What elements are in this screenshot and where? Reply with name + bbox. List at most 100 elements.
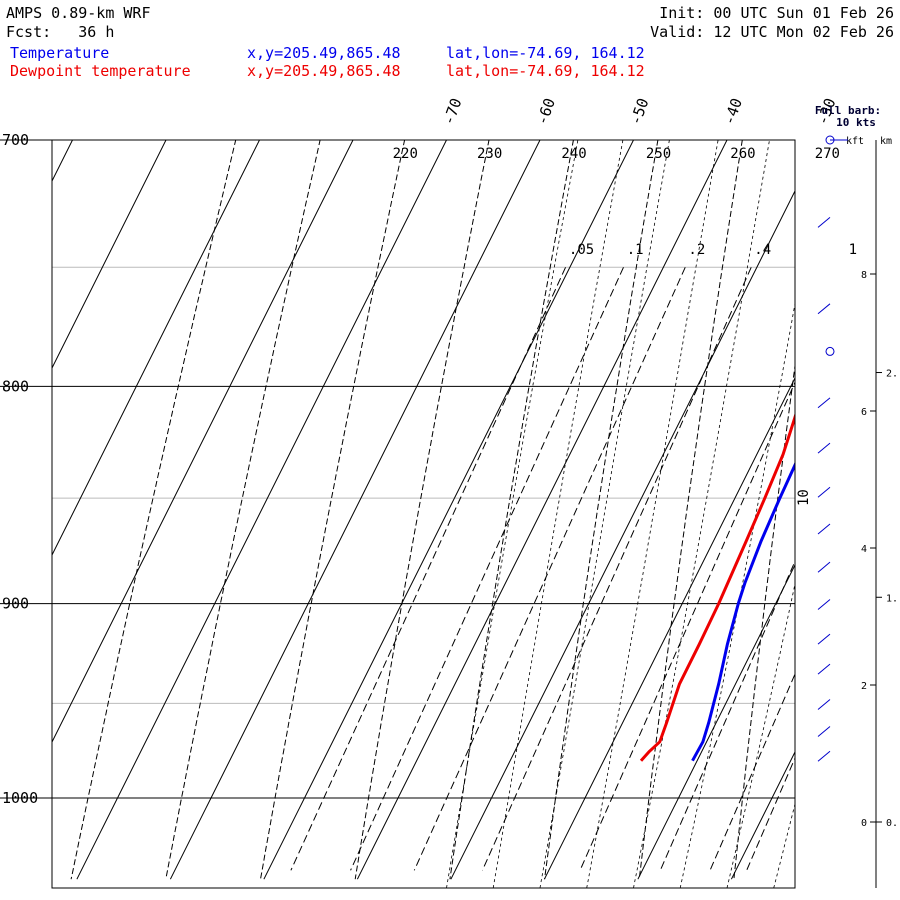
isotherm <box>52 140 74 183</box>
isotherm <box>730 750 795 880</box>
kft-tick-label: 4 <box>861 544 867 555</box>
forecast-hour: Fcst: 36 h <box>6 23 114 41</box>
wind-barb <box>817 486 831 498</box>
barb-legend-line1: Full barb: <box>815 104 881 117</box>
wind-barb <box>817 699 831 710</box>
wind-barb <box>817 442 831 454</box>
wind-calm-mark <box>825 346 835 356</box>
legend-dewpoint-latlon: lat,lon=-74.69, 164.12 <box>446 62 645 80</box>
moist-adiabat <box>539 140 670 888</box>
wind-barb <box>817 397 831 409</box>
legend-dewpoint-name: Dewpoint temperature <box>10 62 191 80</box>
dry-adiabat <box>449 140 574 880</box>
dry-adiabat-label: 220 <box>393 146 418 162</box>
dry-adiabat <box>165 140 321 880</box>
kft-label: kft <box>846 136 864 147</box>
isotherm <box>450 189 795 880</box>
isotherm <box>543 376 795 880</box>
moist-adiabat <box>821 73 900 888</box>
fcst-label: Fcst: <box>6 23 52 41</box>
wind-barb <box>817 633 831 645</box>
isotherm <box>637 563 795 880</box>
init-time: Init: 00 UTC Sun 01 Feb 26 <box>659 4 894 22</box>
isotherm <box>169 140 541 880</box>
mixing-ratio-label: .05 <box>569 242 594 258</box>
dry-adiabat-label: 240 <box>561 146 586 162</box>
legend-temperature-latlon: lat,lon=-74.69, 164.12 <box>446 44 645 62</box>
isotherm <box>52 140 167 370</box>
dry-adiabat <box>638 140 743 880</box>
dry-adiabat <box>733 362 795 880</box>
dry-adiabat-label: 230 <box>477 146 502 162</box>
legend-temperature-name: Temperature <box>10 44 110 62</box>
mixing-ratio-label: .1 <box>627 242 644 258</box>
moist-adiabat <box>633 140 770 888</box>
valid-time: Valid: 12 UTC Mon 02 Feb 26 <box>650 23 894 41</box>
mixing-ratio-line <box>800 267 900 870</box>
wind-annotation: 10 <box>796 489 812 506</box>
isotherm <box>356 140 728 880</box>
mixing-ratio-label: 1 <box>849 242 857 258</box>
mixing-ratio-line <box>746 756 795 871</box>
moist-adiabat <box>492 140 624 888</box>
dry-adiabat <box>260 140 406 880</box>
wind-barb <box>817 750 831 762</box>
dry-adiabat <box>354 140 490 880</box>
mixing-ratio-line <box>413 267 686 871</box>
legend-dewpoint-xy: x,y=205.49,865.48 <box>247 62 401 80</box>
moist-adiabat <box>679 301 795 888</box>
isotherm-label: -40 <box>720 96 746 128</box>
mixing-ratio-line <box>579 381 795 871</box>
mixing-ratio-label: .4 <box>754 242 771 258</box>
dry-adiabat <box>70 140 237 880</box>
isotherm <box>825 87 900 880</box>
dry-adiabat-label: 270 <box>815 146 840 162</box>
isotherm <box>52 140 261 557</box>
moist-adiabat <box>446 140 579 888</box>
isotherm <box>76 140 448 880</box>
wind-barb <box>817 663 831 675</box>
plot-frame <box>51 139 796 889</box>
km-tick-label: 2. <box>886 369 898 380</box>
dry-adiabat-label: 250 <box>646 146 671 162</box>
mixing-ratio-line <box>350 267 624 871</box>
valid-label: Valid: <box>650 23 705 41</box>
dry-adiabat <box>544 140 659 880</box>
kft-tick-label: 6 <box>861 407 867 418</box>
km-tick-label: 1. <box>886 593 898 604</box>
pressure-label: 700 <box>2 131 29 149</box>
fcst-value: 36 h <box>78 23 115 41</box>
pressure-label: 800 <box>2 377 29 395</box>
km-tick-label: 0. <box>886 818 898 829</box>
wind-barb <box>817 303 831 315</box>
wind-barb <box>817 561 831 573</box>
moist-adiabat <box>586 140 719 888</box>
init-label: Init: <box>659 4 705 22</box>
wind-calm-mark <box>825 135 835 145</box>
pressure-label: 900 <box>2 595 29 613</box>
legend-temperature-xy: x,y=205.49,865.48 <box>247 44 401 62</box>
dry-adiabat <box>829 87 900 880</box>
pressure-label: 1000 <box>2 789 38 807</box>
mixing-ratio-label: .2 <box>688 242 705 258</box>
kft-tick-label: 2 <box>861 681 867 692</box>
isotherm-label: -60 <box>533 96 559 128</box>
dry-adiabat-label: 260 <box>730 146 755 162</box>
isotherm <box>0 87 6 880</box>
isotherm <box>263 140 635 880</box>
moist-adiabat <box>867 73 900 888</box>
wind-barb <box>817 217 831 228</box>
model-title: AMPS 0.89-km WRF <box>6 4 151 22</box>
isotherm <box>52 140 354 744</box>
kft-tick-label: 0 <box>861 818 867 829</box>
kft-tick-label: 8 <box>861 270 867 281</box>
wind-barb <box>817 523 831 535</box>
mixing-ratio-line <box>481 267 752 871</box>
moist-adiabat <box>726 582 795 888</box>
valid-value: 12 UTC Mon 02 Feb 26 <box>713 23 894 41</box>
km-label: km <box>880 136 892 147</box>
mixing-ratio-line <box>709 672 795 871</box>
mixing-ratio-line <box>659 560 795 871</box>
isotherm-label: -50 <box>626 96 652 128</box>
